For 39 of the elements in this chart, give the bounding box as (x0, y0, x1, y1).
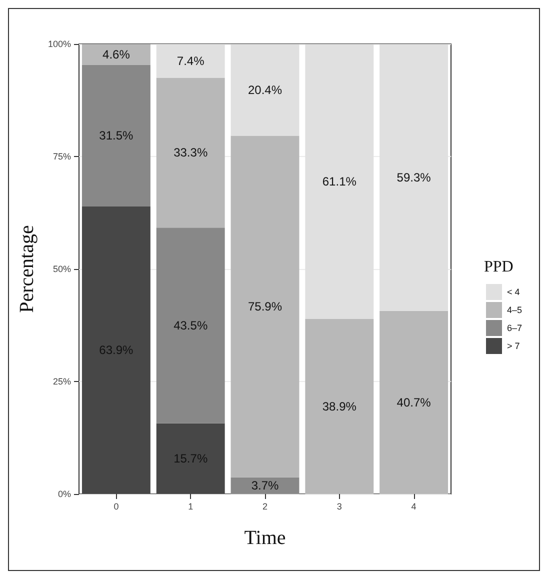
data-label: 59.3% (396, 170, 432, 184)
legend-label: > 7 (507, 341, 520, 351)
data-label: 40.7% (396, 395, 432, 410)
bar (230, 136, 300, 478)
x-tick-label: 4 (411, 502, 416, 512)
y-tick-label: 75% (52, 152, 71, 162)
data-label: 20.4% (248, 82, 282, 97)
bar (82, 206, 150, 494)
bar (156, 228, 225, 424)
data-label: 61.1% (322, 174, 357, 188)
bar (305, 318, 374, 494)
x-tick-label: 0 (114, 502, 119, 512)
data-label: 4.6% (102, 47, 130, 62)
bar (156, 78, 225, 228)
y-axis-title: Percentage (16, 225, 38, 313)
data-label: 75.9% (248, 300, 282, 314)
bar (82, 44, 150, 65)
x-axis-title: Time (244, 527, 286, 549)
bar (230, 477, 300, 494)
y-tick-label: 100% (48, 39, 71, 49)
y-tick-label: 0% (58, 489, 71, 499)
x-tick-label: 2 (262, 502, 268, 512)
bar (156, 423, 225, 494)
legend-label: 6–7 (507, 323, 522, 333)
data-label: 3.7% (251, 478, 279, 493)
y-tick-label: 50% (52, 264, 71, 274)
legend-label: < 4 (507, 287, 520, 297)
data-label: 43.5% (174, 318, 208, 332)
data-label: 31.5% (99, 128, 134, 143)
x-tick-label: 3 (336, 502, 342, 512)
data-label: 7.4% (176, 54, 205, 68)
data-label: 38.9% (322, 399, 357, 414)
legend-title: PPD (484, 258, 514, 276)
y-tick-label: 25% (52, 376, 71, 386)
x-tick-label: 1 (188, 502, 194, 512)
bar (380, 310, 448, 494)
bar (82, 64, 150, 206)
legend-label: 4–5 (507, 305, 522, 315)
data-label: 33.3% (174, 146, 208, 160)
